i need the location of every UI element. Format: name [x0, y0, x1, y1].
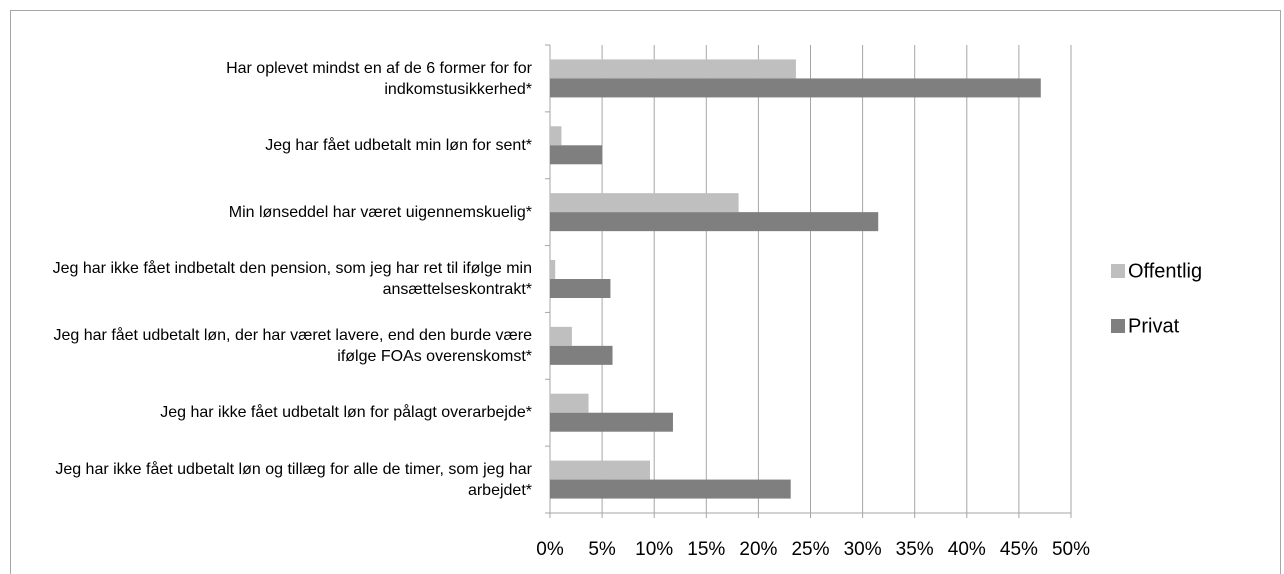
category-label: Min lønseddel har været uigennemskuelig* — [228, 203, 532, 221]
x-tick-label: 20% — [739, 539, 777, 560]
bar — [550, 126, 562, 146]
bar — [550, 393, 589, 413]
x-tick-label: 50% — [1052, 539, 1090, 560]
bar — [550, 145, 603, 165]
legend-swatch — [1111, 319, 1125, 333]
legend-swatch — [1111, 264, 1125, 278]
bar — [550, 59, 796, 79]
bar — [550, 479, 791, 499]
x-tick-label: 10% — [635, 539, 673, 560]
bar — [550, 460, 651, 480]
category-label: Jeg har ikke fået udbetalt løn for pålag… — [160, 404, 532, 422]
category-label: Jeg har ikke fået indbetalt den pension,… — [52, 260, 532, 299]
chart-frame — [10, 10, 1281, 574]
category-label: Jeg har ikke fået udbetalt løn og tillæg… — [55, 460, 532, 499]
bar — [550, 260, 556, 279]
x-tick-label: 40% — [948, 539, 986, 560]
x-tick-label: 5% — [588, 539, 616, 560]
category-label: Har oplevet mindst en af de 6 former for… — [226, 59, 532, 98]
category-label: Jeg har fået udbetalt løn, der har været… — [53, 326, 533, 365]
bar — [550, 326, 572, 346]
bar — [550, 279, 611, 298]
legend-label: Privat — [1128, 315, 1180, 337]
x-tick-label: 45% — [1000, 539, 1038, 560]
bar — [550, 212, 879, 232]
category-label: Jeg har fået udbetalt min løn for sent* — [265, 136, 532, 154]
x-tick-label: 25% — [791, 539, 829, 560]
bar — [550, 412, 673, 432]
x-tick-label: 0% — [536, 539, 564, 560]
bar — [550, 345, 613, 365]
x-tick-label: 30% — [844, 539, 882, 560]
bar — [550, 193, 739, 213]
x-tick-label: 35% — [896, 539, 934, 560]
bar — [550, 78, 1041, 98]
legend-label: Offentlig — [1128, 260, 1202, 282]
x-tick-label: 15% — [687, 539, 725, 560]
